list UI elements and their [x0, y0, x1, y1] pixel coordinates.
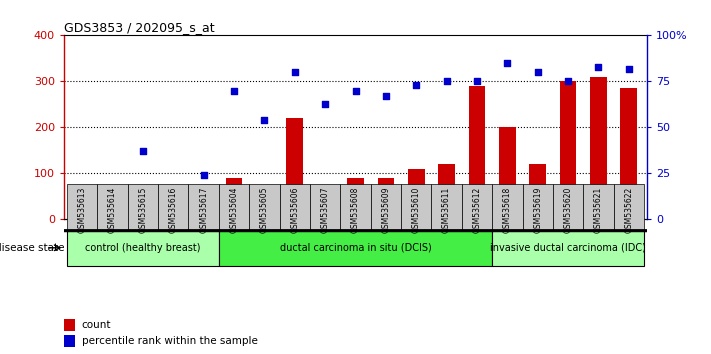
Point	[532, 69, 543, 75]
Bar	[492, 230, 644, 266]
Point	[198, 172, 209, 178]
Text: control (healthy breast): control (healthy breast)	[85, 243, 201, 253]
Text: GSM535608: GSM535608	[351, 187, 360, 233]
Bar	[250, 184, 279, 230]
Point	[410, 82, 422, 88]
Bar	[378, 178, 394, 219]
Text: GSM535612: GSM535612	[473, 187, 481, 233]
Text: GSM535615: GSM535615	[139, 187, 147, 233]
Text: GSM535617: GSM535617	[199, 187, 208, 233]
Bar	[560, 81, 577, 219]
Bar	[438, 164, 455, 219]
Point	[350, 88, 361, 93]
Bar	[347, 178, 364, 219]
Text: GSM535621: GSM535621	[594, 187, 603, 233]
Text: GDS3853 / 202095_s_at: GDS3853 / 202095_s_at	[64, 21, 215, 34]
Bar	[523, 184, 553, 230]
Text: GSM535614: GSM535614	[108, 187, 117, 233]
Bar	[499, 127, 515, 219]
Bar	[492, 184, 523, 230]
Bar	[461, 184, 492, 230]
Text: percentile rank within the sample: percentile rank within the sample	[82, 336, 257, 346]
Bar	[97, 184, 128, 230]
Text: disease state: disease state	[0, 243, 64, 253]
Point	[502, 60, 513, 66]
Text: GSM535609: GSM535609	[381, 187, 390, 233]
Point	[593, 64, 604, 69]
Point	[137, 149, 149, 154]
Bar	[408, 169, 424, 219]
Text: GSM535606: GSM535606	[290, 187, 299, 233]
Text: GSM535622: GSM535622	[624, 187, 634, 233]
Point	[107, 211, 118, 217]
Bar	[370, 184, 401, 230]
Point	[289, 69, 301, 75]
Text: GSM535619: GSM535619	[533, 187, 542, 233]
Bar	[590, 77, 606, 219]
Text: invasive ductal carcinoma (IDC): invasive ductal carcinoma (IDC)	[490, 243, 646, 253]
Bar	[621, 88, 637, 219]
Point	[168, 213, 179, 219]
Bar	[310, 184, 341, 230]
Bar	[158, 184, 188, 230]
Text: GSM535605: GSM535605	[260, 187, 269, 233]
Bar	[614, 184, 644, 230]
Text: GSM535611: GSM535611	[442, 187, 451, 233]
Point	[259, 117, 270, 123]
Text: GSM535620: GSM535620	[564, 187, 572, 233]
Bar	[196, 218, 212, 219]
Bar	[432, 184, 461, 230]
Bar	[67, 184, 97, 230]
Bar	[64, 319, 75, 331]
Bar	[219, 230, 492, 266]
Bar	[279, 184, 310, 230]
Bar	[256, 212, 273, 219]
Bar	[530, 164, 546, 219]
Point	[623, 66, 634, 72]
Point	[228, 88, 240, 93]
Text: GSM535618: GSM535618	[503, 187, 512, 233]
Bar	[74, 217, 90, 219]
Bar	[401, 184, 432, 230]
Text: GSM535613: GSM535613	[77, 187, 87, 233]
Bar	[188, 184, 219, 230]
Bar	[553, 184, 583, 230]
Text: GSM535607: GSM535607	[321, 187, 330, 233]
Bar	[165, 217, 181, 219]
Bar	[67, 230, 219, 266]
Bar	[469, 86, 486, 219]
Text: GSM535616: GSM535616	[169, 187, 178, 233]
Bar	[317, 198, 333, 219]
Bar	[583, 184, 614, 230]
Text: GSM535610: GSM535610	[412, 187, 421, 233]
Bar	[225, 178, 242, 219]
Bar	[128, 184, 158, 230]
Point	[380, 93, 392, 99]
Bar	[341, 184, 370, 230]
Bar	[287, 118, 303, 219]
Text: GSM535604: GSM535604	[230, 187, 238, 233]
Bar	[105, 215, 121, 219]
Point	[319, 101, 331, 106]
Bar	[134, 217, 151, 219]
Point	[441, 79, 452, 84]
Point	[77, 213, 88, 219]
Text: count: count	[82, 320, 111, 330]
Bar	[64, 335, 75, 347]
Point	[471, 79, 483, 84]
Text: ductal carcinoma in situ (DCIS): ductal carcinoma in situ (DCIS)	[279, 243, 432, 253]
Bar	[219, 184, 250, 230]
Point	[562, 79, 574, 84]
